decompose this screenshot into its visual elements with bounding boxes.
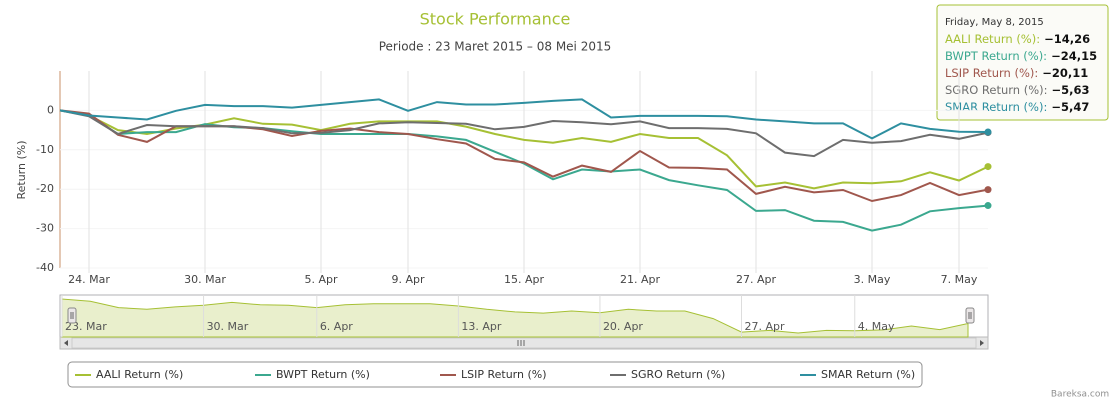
legend-label[interactable]: LSIP Return (%) [461,368,547,381]
credits[interactable]: Bareksa.com [1051,390,1109,400]
chart-subtitle: Periode : 23 Maret 2015 – 08 Mei 2015 [379,40,612,54]
tooltip-value: −5,63 [1052,83,1090,97]
navigator-handle[interactable] [965,307,975,324]
tooltip-value: −14,26 [1044,32,1090,46]
x-tick-label: 7. May [941,273,978,286]
tooltip-item: SMAR Return (%): −5,47 [945,100,1089,114]
y-tick-label: -30 [36,222,54,235]
end-marker [984,186,992,194]
y-tick-label: -20 [36,182,54,195]
legend-label[interactable]: AALI Return (%) [96,368,183,381]
navigator-label: 6. Apr [320,320,353,333]
tooltip-label: BWPT Return (%): [945,49,1047,63]
tooltip-item: SGRO Return (%): −5,63 [945,83,1090,97]
navigator-label: 27. Apr [745,320,785,333]
legend-label[interactable]: SGRO Return (%) [631,368,725,381]
x-tick-label: 24. Mar [68,273,110,286]
legend-label[interactable]: SMAR Return (%) [821,368,915,381]
handle-grip [70,312,74,319]
end-marker [984,128,992,136]
arrow [980,340,984,346]
tooltip-value: −5,47 [1051,100,1089,114]
x-tick-label: 5. Apr [304,273,337,286]
chart-title: Stock Performance [420,10,571,29]
legend-label[interactable]: BWPT Return (%) [276,368,370,381]
tooltip: Friday, May 8, 2015 AALI Return (%): −14,… [936,4,1109,121]
tooltip-item: LSIP Return (%): −20,11 [945,66,1088,80]
x-tick-label: 27. Apr [736,273,776,286]
navigator-label: 4. May [858,320,895,333]
navigator-area [61,298,969,338]
navigator-label: 20. Apr [603,320,643,333]
tooltip-label: SGRO Return (%): [945,83,1048,97]
end-marker [984,163,992,171]
x-tick-label: 15. Apr [504,273,544,286]
tooltip-value: −20,11 [1042,66,1088,80]
handle-grip [968,312,972,319]
end-marker [984,202,992,210]
tooltip-value: −24,15 [1051,49,1097,63]
series-line [59,109,989,158]
y-axis-title: Return (%) [15,140,28,199]
navigator-label: 30. Mar [207,320,249,333]
tooltip-box [936,4,1109,121]
y-tick-label: -10 [36,143,54,156]
x-tick-label: 21. Apr [620,273,660,286]
y-tick-label: 0 [47,103,54,116]
series-line [59,98,989,140]
tooltip-label: LSIP Return (%): [945,66,1038,80]
series-line [59,109,989,190]
x-tick-label: 9. Apr [391,273,424,286]
tooltip-item: AALI Return (%): −14,26 [945,32,1090,46]
tooltip-label: AALI Return (%): [945,32,1040,46]
navigator-handle[interactable] [67,307,77,324]
x-tick-label: 30. Mar [184,273,226,286]
tooltip-title: Friday, May 8, 2015 [945,17,1044,28]
tooltip-label: SMAR Return (%): [945,100,1047,114]
y-tick-label: -40 [36,261,54,274]
navigator-label: 13. Apr [461,320,501,333]
navigator-label: 23. Mar [65,320,107,333]
legend [67,361,923,388]
tooltip-item: BWPT Return (%): −24,15 [945,49,1097,63]
x-tick-label: 3. May [854,273,891,286]
arrow [64,340,68,346]
grip [517,340,525,346]
